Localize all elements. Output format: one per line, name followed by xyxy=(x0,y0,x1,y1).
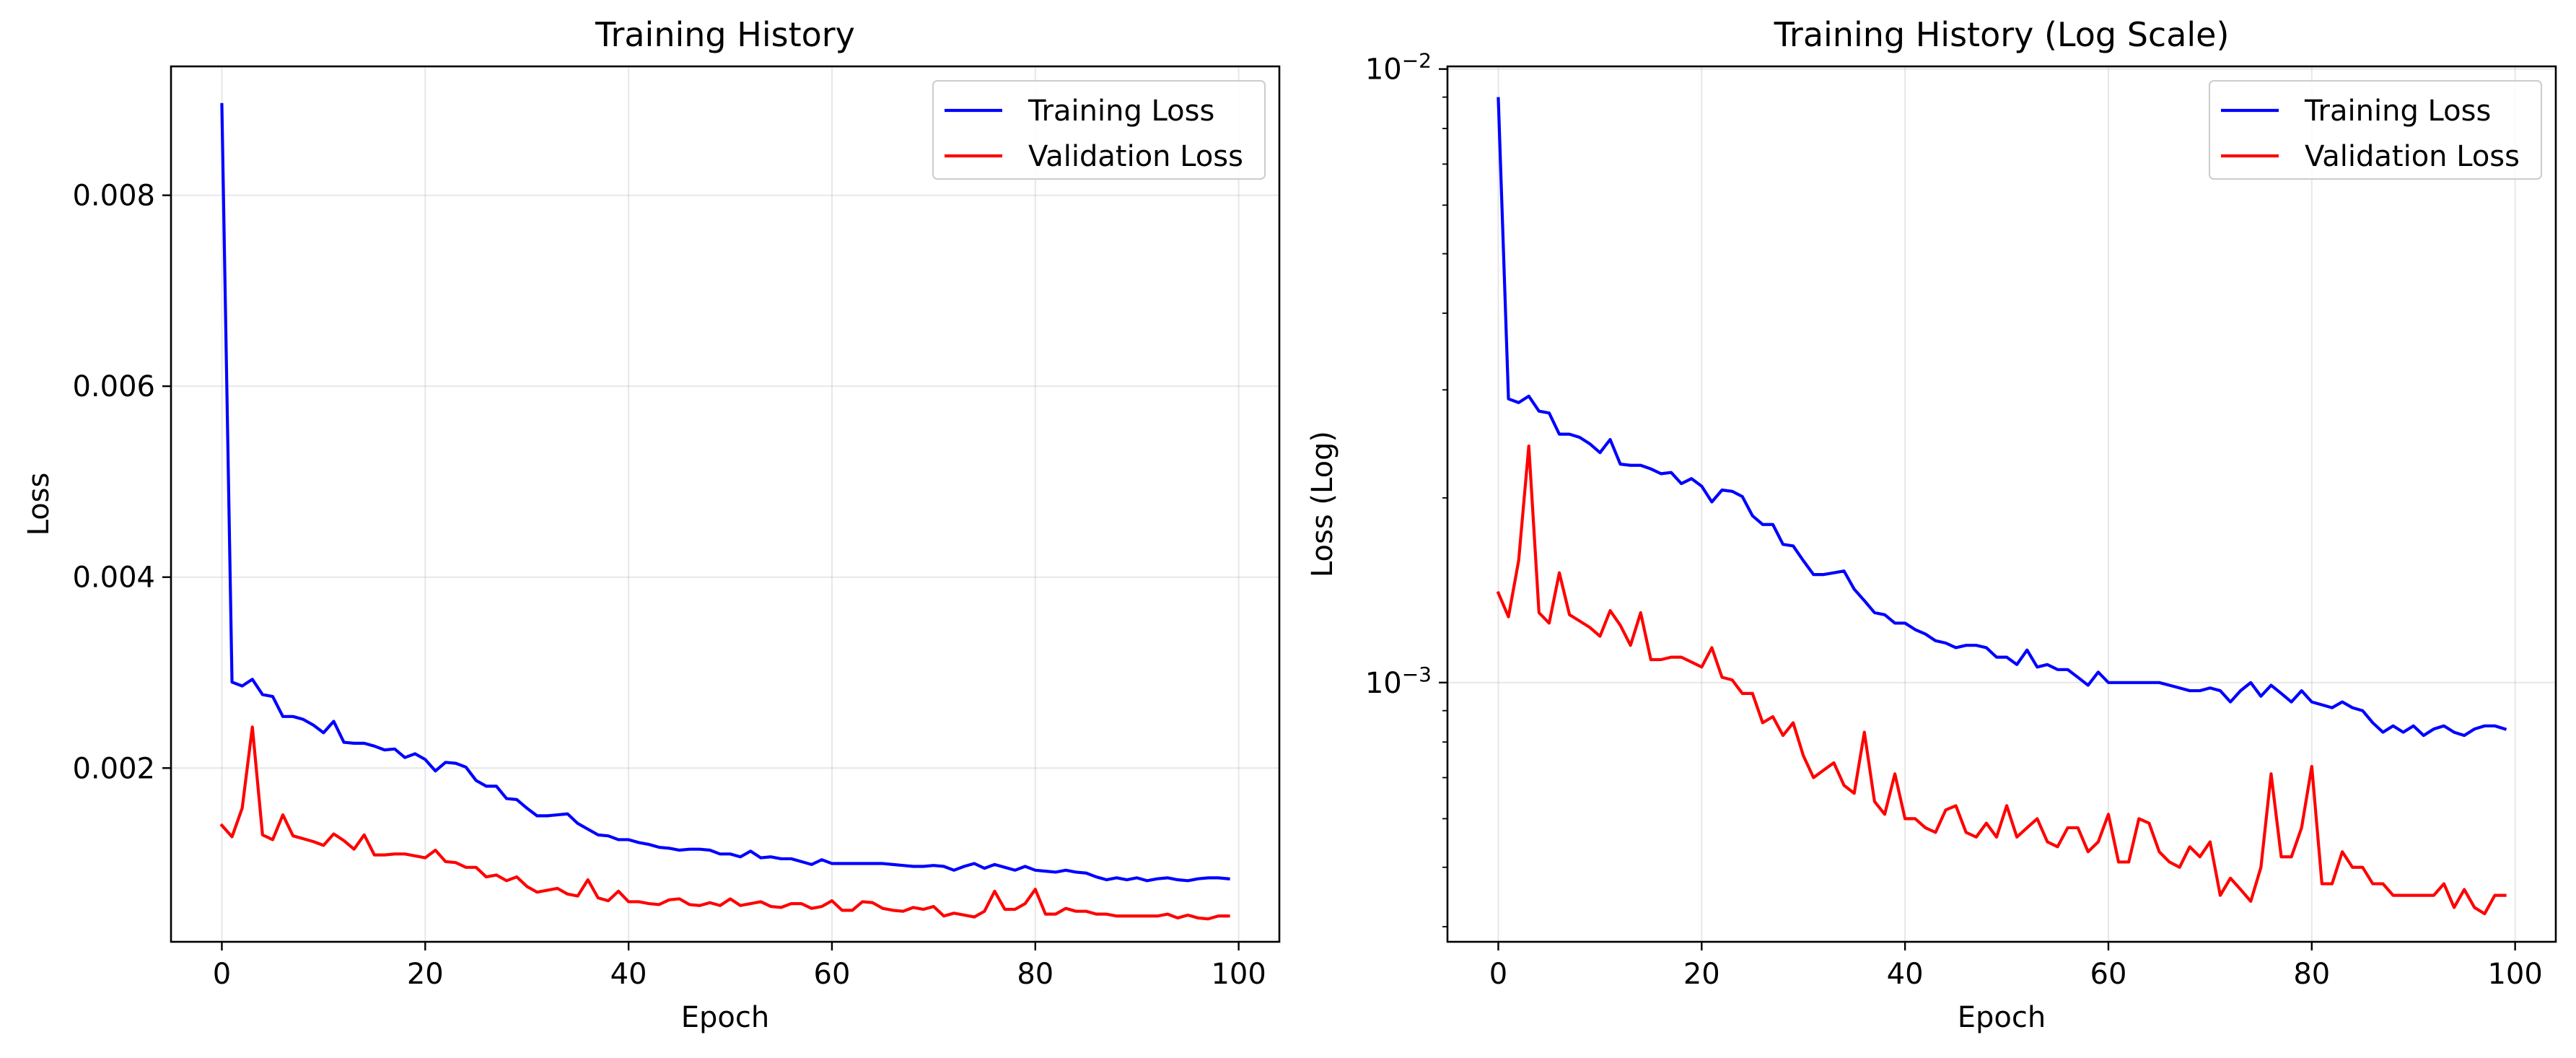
x-tick-label: 20 xyxy=(1683,958,1720,991)
y-axis-label: Loss xyxy=(22,473,56,536)
x-tick-label: 0 xyxy=(213,958,231,991)
legend: Training Loss Validation Loss xyxy=(932,80,1266,180)
x-tick-label: 80 xyxy=(1017,958,1053,991)
series-line-training-loss xyxy=(1497,97,2507,738)
legend-label: Training Loss xyxy=(2304,95,2491,128)
y-tick-label: 10−3 xyxy=(1365,663,1432,700)
axes-frame xyxy=(170,65,1281,943)
tick-exponent: −3 xyxy=(1402,663,1432,686)
x-tick-label: 60 xyxy=(814,958,851,991)
chart-title: Training History (Log Scale) xyxy=(1774,15,2230,54)
legend-label: Training Loss xyxy=(1028,95,1214,128)
legend-label: Validation Loss xyxy=(1028,140,1243,173)
tick-base: 10 xyxy=(1365,667,1402,700)
x-tick-label: 40 xyxy=(610,958,647,991)
series-line-validation-loss xyxy=(219,725,1230,921)
x-axis-label: Epoch xyxy=(1958,1001,2046,1034)
series-line-validation-loss xyxy=(1496,444,2507,916)
y-tick-label: 0.004 xyxy=(72,561,155,595)
y-tick-label: 0.006 xyxy=(72,370,155,403)
y-axis-label: Loss (Log) xyxy=(1306,431,1339,577)
axes-frame xyxy=(1446,65,2557,943)
tick-base: 10 xyxy=(1365,53,1402,87)
y-tick-label: 10−2 xyxy=(1365,49,1432,87)
chart-1: 0 20 40 60 80 100 0.002 0.004 0.006 0.008 Training… xyxy=(22,15,1281,1034)
chart-title: Training History xyxy=(595,15,855,54)
series-line-training-loss xyxy=(220,102,1230,883)
x-tick-label: 20 xyxy=(407,958,444,991)
x-tick-label: 100 xyxy=(1211,958,1266,991)
legend-label: Validation Loss xyxy=(2305,140,2520,173)
legend: Training Loss Validation Loss xyxy=(2209,80,2542,180)
x-tick-label: 40 xyxy=(1887,958,1924,991)
tick-exponent: −2 xyxy=(1402,49,1432,73)
y-tick-label: 0.008 xyxy=(72,180,155,213)
legend-frame xyxy=(932,80,1266,180)
legend-frame xyxy=(2209,80,2542,180)
y-tick-label: 0.002 xyxy=(72,752,155,785)
x-tick-label: 100 xyxy=(2487,958,2542,991)
x-tick-label: 0 xyxy=(1489,958,1507,991)
x-tick-label: 80 xyxy=(2293,958,2330,991)
x-tick-label: 60 xyxy=(2090,958,2127,991)
x-axis-label: Epoch xyxy=(681,1001,769,1034)
